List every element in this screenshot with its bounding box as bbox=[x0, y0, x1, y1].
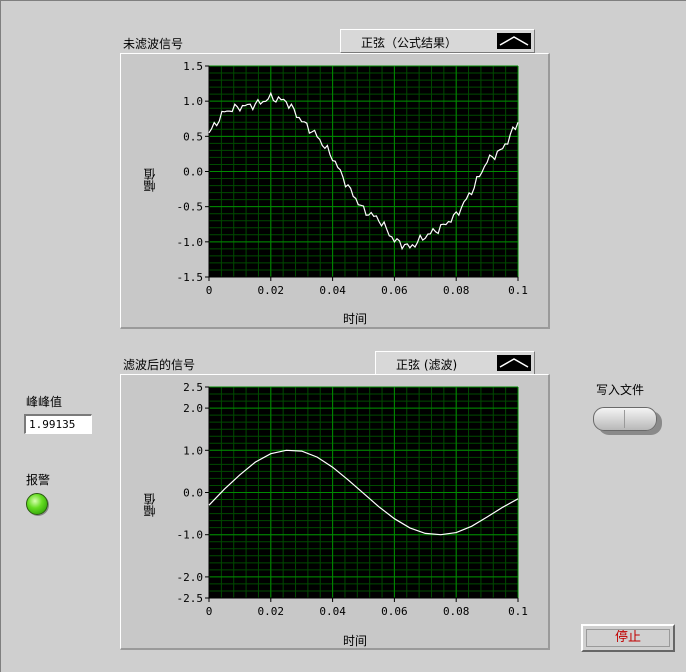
x-tick-label: 0.06 bbox=[381, 284, 408, 297]
alarm-led bbox=[26, 493, 48, 515]
x-tick-label: 0.04 bbox=[319, 284, 346, 297]
x-tick-label: 0.02 bbox=[258, 605, 285, 618]
toggle-divider bbox=[624, 410, 625, 428]
y-tick-label: -1.0 bbox=[177, 236, 204, 249]
y-tick-label: 2.0 bbox=[183, 402, 203, 415]
x-tick-label: 0.1 bbox=[508, 605, 528, 618]
graph2-ylabel: 幅值 bbox=[143, 493, 157, 517]
graph1-title: 未滤波信号 bbox=[123, 37, 184, 51]
y-tick-label: -1.0 bbox=[177, 529, 204, 542]
y-tick-label: 0.5 bbox=[183, 130, 203, 143]
y-tick-label: 2.5 bbox=[183, 381, 203, 394]
x-tick-label: 0.04 bbox=[319, 605, 346, 618]
y-tick-label: -2.5 bbox=[177, 592, 204, 605]
series-line bbox=[208, 449, 519, 536]
write-file-toggle[interactable] bbox=[593, 407, 657, 431]
y-tick-label: -0.5 bbox=[177, 201, 204, 214]
x-tick-label: 0.02 bbox=[258, 284, 285, 297]
graph1-frame: 0 0.02 0.04 0.06 0.08 0.1 1.5 1.0 0.5 0.0 -0.5 -1.0… bbox=[120, 53, 550, 329]
graph1-legend[interactable]: 正弦（公式结果） bbox=[340, 29, 535, 53]
stop-button[interactable]: 停止 bbox=[581, 624, 675, 652]
x-tick-label: 0.06 bbox=[381, 605, 408, 618]
graph2-title: 滤波后的信号 bbox=[123, 358, 196, 372]
write-file-label: 写入文件 bbox=[596, 383, 645, 397]
graph2-frame: 0 0.02 0.04 0.06 0.08 0.1 2.5 2.0 1.0 0.0 -1.0 -2.0… bbox=[120, 374, 550, 650]
graph1-svg: 0 0.02 0.04 0.06 0.08 0.1 1.5 1.0 0.5 0.0 -0.5 -1.0… bbox=[177, 60, 528, 297]
y-tick-label: -2.0 bbox=[177, 571, 204, 584]
x-tick-label: 0 bbox=[206, 284, 213, 297]
graph1-legend-label: 正弦（公式结果） bbox=[361, 36, 458, 50]
graph1-xlabel: 时间 bbox=[343, 312, 368, 326]
peak-value: 1.99135 bbox=[24, 414, 92, 434]
y-tick-label: 1.0 bbox=[183, 95, 203, 108]
y-tick-label: 0.0 bbox=[183, 487, 203, 500]
line-style-icon bbox=[497, 355, 531, 371]
y-tick-label: 0.0 bbox=[183, 166, 203, 179]
y-tick-label: -1.5 bbox=[177, 271, 204, 284]
graph2-legend[interactable]: 正弦 (滤波) bbox=[375, 351, 535, 375]
graph1-ylabel: 幅值 bbox=[143, 168, 157, 192]
x-tick-label: 0.08 bbox=[443, 605, 470, 618]
graph2-xlabel: 时间 bbox=[343, 634, 368, 648]
x-tick-label: 0 bbox=[206, 605, 213, 618]
x-tick-label: 0.08 bbox=[443, 284, 470, 297]
peak-label: 峰峰值 bbox=[26, 395, 63, 409]
series-line bbox=[208, 91, 519, 251]
line-style-icon bbox=[497, 33, 531, 49]
graph2-legend-label: 正弦 (滤波) bbox=[396, 358, 458, 372]
y-tick-label: 1.0 bbox=[183, 444, 203, 457]
graph2-svg: 0 0.02 0.04 0.06 0.08 0.1 2.5 2.0 1.0 0.0 -1.0 -2.0… bbox=[177, 381, 528, 618]
x-tick-label: 0.1 bbox=[508, 284, 528, 297]
alarm-label: 报警 bbox=[26, 473, 51, 487]
y-tick-label: 1.5 bbox=[183, 60, 203, 73]
